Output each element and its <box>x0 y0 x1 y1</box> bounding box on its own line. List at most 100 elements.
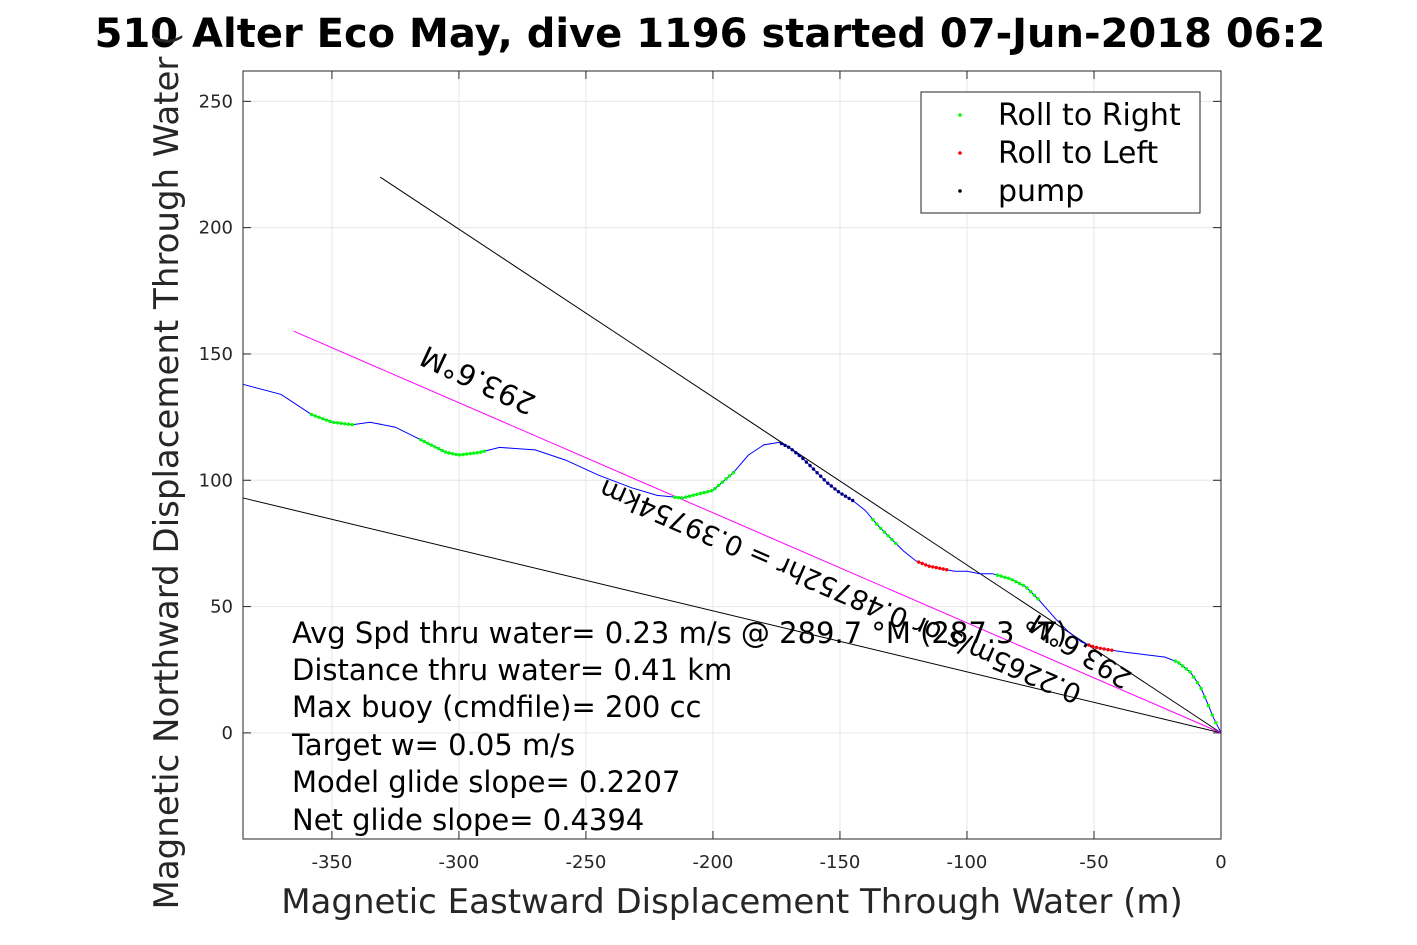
track-marker-roll-to-right <box>454 452 458 457</box>
track-marker-roll-to-right <box>717 483 721 488</box>
track-marker-roll-to-right <box>450 452 455 456</box>
stat-net-glide-slope: Net glide slope= 0.4394 <box>292 803 644 837</box>
track-marker-roll-to-right <box>709 489 714 493</box>
track-marker-roll-to-right <box>684 495 688 499</box>
track-marker-roll-to-right <box>350 423 354 427</box>
stat-max-buoy: Max buoy (cmdfile)= 200 cc <box>292 690 701 724</box>
track-marker-roll-to-right <box>1199 686 1203 691</box>
x-tick-label: -150 <box>820 852 861 873</box>
track-marker-roll-to-left <box>941 567 945 571</box>
track-marker-roll-to-right <box>875 522 879 526</box>
track-marker-roll-to-left <box>945 568 949 572</box>
track-marker-pump <box>811 467 816 471</box>
track-marker-roll-to-right <box>346 422 351 426</box>
track-marker-roll-to-right <box>706 490 710 494</box>
track-marker-roll-to-right <box>332 420 336 425</box>
track-marker-roll-to-right <box>468 451 472 456</box>
track-marker-roll-to-right <box>687 494 692 498</box>
track-marker-roll-to-right <box>1206 704 1211 708</box>
reference-line <box>293 330 1222 734</box>
track-marker-roll-to-right <box>461 452 465 457</box>
track-marker-pump <box>829 484 833 488</box>
stat-model-glide-slope: Model glide slope= 0.2207 <box>292 765 680 799</box>
track-marker-roll-to-right <box>878 526 883 530</box>
track-marker-roll-to-right <box>720 480 724 484</box>
stat-target-w: Target w= 0.05 m/s <box>291 728 575 762</box>
stat-distance: Distance thru water= 0.41 km <box>292 653 732 687</box>
track-marker-roll-to-right <box>886 534 890 538</box>
track-marker-pump <box>851 498 855 503</box>
track-marker-pump <box>794 451 798 455</box>
y-tick-label: 200 <box>199 218 233 239</box>
legend-marker-pump <box>958 189 962 193</box>
track-marker-pump <box>826 481 830 485</box>
track-marker-pump <box>836 490 841 494</box>
track-marker-roll-to-left <box>924 563 928 567</box>
track-marker-roll-to-right <box>440 448 444 453</box>
track-marker-roll-to-right <box>328 419 332 424</box>
track-marker-roll-to-right <box>1036 597 1040 601</box>
track-marker-roll-to-left <box>934 565 938 570</box>
track-marker-roll-to-right <box>1210 713 1214 717</box>
track-marker-roll-to-right <box>731 471 735 475</box>
track-marker-roll-to-right <box>429 443 434 447</box>
x-axis-label: Magnetic Eastward Displacement Through W… <box>281 882 1183 922</box>
track-marker-roll-to-right <box>1029 590 1033 594</box>
track-marker-roll-to-right <box>482 449 486 453</box>
track-marker-roll-to-left <box>1091 644 1095 649</box>
y-axis-ticks: 0 50 100 150 200 250 <box>199 91 1221 744</box>
track-marker-roll-to-right <box>1181 664 1185 668</box>
track-marker-roll-to-right <box>419 438 423 442</box>
track-marker-roll-to-right <box>680 496 684 500</box>
track-marker-roll-to-right <box>343 422 347 426</box>
axes-box <box>242 70 1222 840</box>
track-marker-roll-to-right <box>1003 575 1007 579</box>
track-marker-roll-to-right <box>1032 593 1037 597</box>
y-tick-label: 150 <box>199 344 233 365</box>
track-marker-roll-to-right <box>339 421 343 425</box>
x-tick-label: 0 <box>1215 852 1226 873</box>
track-marker-roll-to-right <box>447 451 451 455</box>
track-marker-roll-to-right <box>1192 675 1196 679</box>
track-marker-roll-to-right <box>1184 667 1189 671</box>
track-marker-roll-to-right <box>321 417 325 421</box>
track-marker-pump <box>843 494 848 498</box>
track-marker-roll-to-right <box>698 491 703 496</box>
track-marker-pump <box>797 453 801 458</box>
track-marker-roll-to-left <box>1110 648 1114 652</box>
track-marker-roll-to-left <box>917 560 921 564</box>
track-marker-roll-to-right <box>1195 680 1200 685</box>
track-marker-pump <box>808 463 812 468</box>
track-marker-roll-to-right <box>673 495 677 499</box>
track-marker-roll-to-left <box>1106 648 1110 652</box>
track-marker-roll-to-left <box>1087 643 1091 647</box>
track-marker-pump <box>804 460 809 464</box>
x-tick-label: -100 <box>947 852 988 873</box>
roll-markers <box>309 412 1218 725</box>
track-marker-roll-to-right <box>1188 670 1192 674</box>
track-marker-roll-to-left <box>931 565 935 569</box>
track-marker-roll-to-right <box>695 492 699 497</box>
track-marker-roll-to-right <box>1021 583 1025 587</box>
x-tick-label: -200 <box>693 852 734 873</box>
track-marker-roll-to-right <box>313 414 317 418</box>
track-marker-roll-to-left <box>1102 647 1106 651</box>
legend: Roll to Right Roll to Left pump <box>920 91 1201 214</box>
track-marker-roll-to-right <box>727 474 732 478</box>
track-marker-roll-to-right <box>1203 695 1207 699</box>
track-marker-roll-to-right <box>1173 659 1178 663</box>
track-marker-roll-to-right <box>317 415 321 419</box>
y-tick-label: 250 <box>199 91 233 112</box>
track-marker-roll-to-right <box>433 445 437 449</box>
track-marker-roll-to-right <box>479 450 483 454</box>
y-axis-label: Magnetic Northward Displacement Through … <box>147 33 187 910</box>
track-marker-pump <box>786 445 791 449</box>
legend-label-pump: pump <box>998 174 1084 209</box>
legend-marker-roll-left <box>958 151 962 155</box>
stat-avg-speed: Avg Spd thru water= 0.23 m/s @ 289.7 °M … <box>292 616 1067 650</box>
y-tick-label: 50 <box>210 597 233 618</box>
track-marker-roll-to-right <box>702 490 706 495</box>
track-marker-roll-to-right <box>995 573 1000 577</box>
track-marker-roll-to-right <box>436 446 441 451</box>
